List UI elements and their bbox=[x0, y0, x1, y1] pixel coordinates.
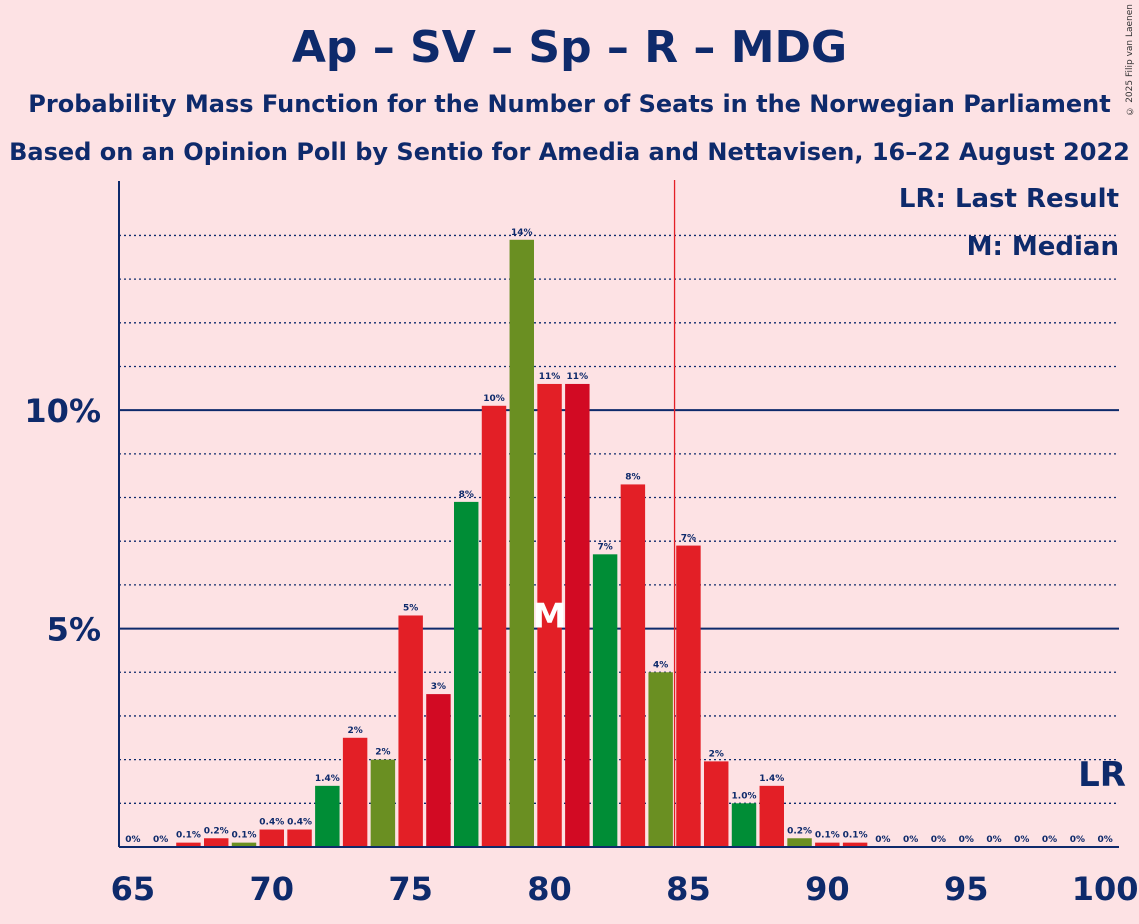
data-label: 7% bbox=[681, 534, 696, 544]
bar bbox=[176, 842, 201, 847]
data-label: 0% bbox=[125, 835, 140, 845]
bar bbox=[537, 383, 562, 847]
bar bbox=[398, 615, 423, 847]
data-label: 0% bbox=[153, 835, 168, 845]
data-label: 14% bbox=[511, 228, 533, 238]
data-label: 3% bbox=[431, 682, 446, 692]
x-tick-label: 75 bbox=[388, 870, 433, 908]
last-result-marker: LR bbox=[1078, 755, 1126, 795]
bar bbox=[592, 554, 618, 847]
data-label: 2% bbox=[375, 748, 390, 758]
median-marker: M bbox=[533, 596, 567, 636]
data-label: 0.1% bbox=[176, 831, 201, 841]
x-tick-label: 90 bbox=[805, 870, 850, 908]
data-label: 0% bbox=[903, 835, 918, 845]
bar bbox=[565, 383, 590, 847]
bar bbox=[426, 694, 451, 847]
x-tick-label: 85 bbox=[666, 870, 711, 908]
data-label: 0.1% bbox=[815, 831, 840, 841]
bar bbox=[481, 405, 507, 847]
bar bbox=[815, 842, 840, 847]
y-tick-label: 5% bbox=[47, 611, 101, 649]
x-tick-label: 100 bbox=[1072, 870, 1139, 908]
bar bbox=[704, 761, 729, 847]
data-label: 0.1% bbox=[843, 831, 868, 841]
chart-subtitle: Probability Mass Function for the Number… bbox=[28, 90, 1111, 118]
data-label: 0% bbox=[1014, 835, 1029, 845]
data-label: 8% bbox=[625, 472, 640, 482]
data-label: 8% bbox=[459, 490, 474, 500]
data-label: 1.4% bbox=[759, 774, 784, 784]
data-label: 2% bbox=[709, 749, 724, 759]
data-label: 0.1% bbox=[232, 831, 257, 841]
bar bbox=[287, 829, 312, 847]
data-label: 0% bbox=[931, 835, 946, 845]
bar bbox=[620, 484, 646, 847]
data-label: 0% bbox=[959, 835, 974, 845]
bar bbox=[509, 239, 534, 847]
bar bbox=[259, 829, 284, 847]
chart-title: Ap – SV – Sp – R – MDG bbox=[291, 22, 848, 73]
bar bbox=[842, 842, 868, 847]
data-label: 0% bbox=[875, 835, 890, 845]
bar bbox=[370, 759, 396, 847]
bar bbox=[342, 737, 368, 847]
legend-median: M: Median bbox=[966, 232, 1119, 262]
data-label: 0.4% bbox=[259, 818, 284, 828]
y-tick-label: 10% bbox=[24, 392, 101, 430]
bar bbox=[231, 842, 257, 847]
data-label: 11% bbox=[567, 372, 589, 382]
data-label: 1.0% bbox=[732, 791, 757, 801]
data-label: 10% bbox=[483, 394, 505, 404]
data-label: 0.4% bbox=[287, 818, 312, 828]
data-label: 5% bbox=[403, 603, 418, 613]
x-tick-label: 70 bbox=[250, 870, 295, 908]
bar bbox=[676, 545, 701, 847]
x-tick-label: 65 bbox=[111, 870, 156, 908]
x-tick-label: 80 bbox=[527, 870, 572, 908]
data-label: 7% bbox=[597, 542, 612, 552]
data-label: 0.2% bbox=[204, 826, 229, 836]
data-label: 2% bbox=[347, 726, 362, 736]
bar bbox=[454, 501, 479, 847]
x-tick-label: 95 bbox=[944, 870, 989, 908]
bar bbox=[731, 803, 757, 847]
legend-last-result: LR: Last Result bbox=[898, 184, 1119, 214]
data-label: 0% bbox=[1042, 835, 1057, 845]
data-label: 4% bbox=[653, 660, 668, 670]
bar bbox=[759, 785, 784, 847]
chart-subtitle-source: Based on an Opinion Poll by Sentio for A… bbox=[9, 138, 1130, 166]
bar bbox=[204, 838, 229, 847]
bar bbox=[787, 838, 812, 847]
data-label: 0% bbox=[1070, 835, 1085, 845]
data-label: 11% bbox=[539, 372, 561, 382]
data-label: 0% bbox=[1097, 835, 1112, 845]
data-label: 0.2% bbox=[787, 826, 812, 836]
data-label: 1.4% bbox=[315, 774, 340, 784]
data-label: 0% bbox=[986, 835, 1001, 845]
bar bbox=[315, 785, 340, 847]
bar bbox=[648, 672, 673, 847]
